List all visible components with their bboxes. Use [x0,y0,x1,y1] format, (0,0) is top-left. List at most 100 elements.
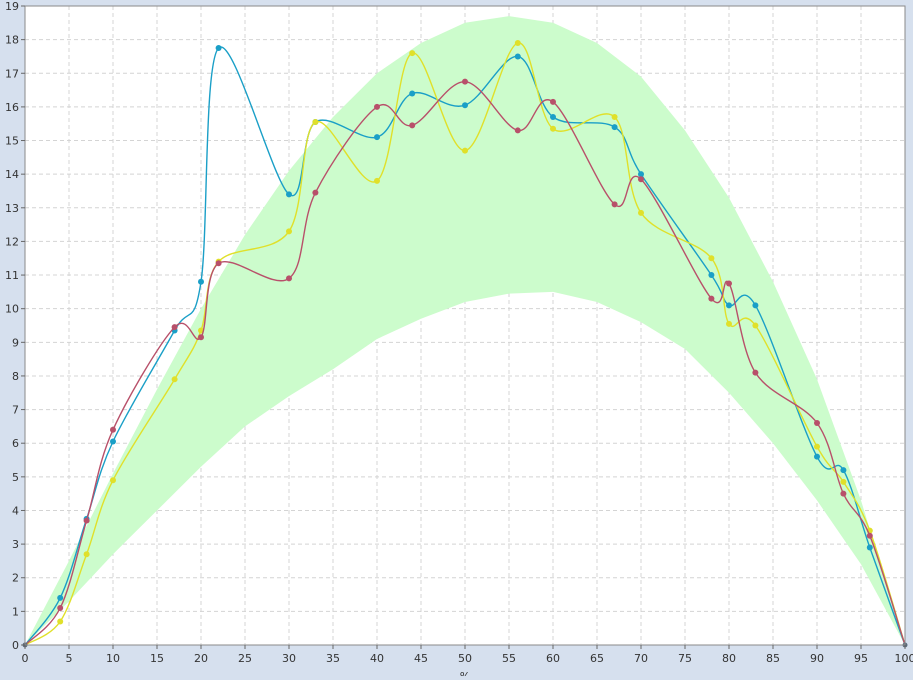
data-point [814,420,820,426]
y-tick-label: 8 [12,370,19,383]
data-point [840,491,846,497]
data-point [462,148,468,154]
data-point [726,321,732,327]
y-tick-label: 4 [12,504,19,517]
data-point [867,533,873,539]
data-point [708,296,714,302]
x-tick-label: 90 [810,652,824,665]
y-tick-label: 1 [12,605,19,618]
x-tick-label: 60 [546,652,560,665]
data-point [216,45,222,51]
y-tick-label: 19 [5,0,19,13]
data-point [550,126,556,132]
data-point [84,551,90,557]
x-tick-label: 30 [282,652,296,665]
x-axis-label: % [460,670,470,676]
y-tick-label: 13 [5,202,19,215]
y-tick-label: 5 [12,471,19,484]
data-point [110,477,116,483]
x-tick-label: 25 [238,652,252,665]
data-point [462,102,468,108]
y-tick-label: 12 [5,235,19,248]
data-point [638,210,644,216]
y-tick-label: 17 [5,67,19,80]
data-point [550,114,556,120]
data-point [172,324,178,330]
data-point [286,228,292,234]
data-point [840,479,846,485]
data-point [814,444,820,450]
x-tick-label: 50 [458,652,472,665]
data-point [409,90,415,96]
data-point [708,272,714,278]
data-point [198,334,204,340]
data-point [515,40,521,46]
data-point [172,376,178,382]
data-point [57,605,63,611]
y-tick-label: 9 [12,336,19,349]
data-point [84,518,90,524]
y-tick-label: 3 [12,538,19,551]
data-point [515,53,521,59]
data-point [409,50,415,56]
y-tick-label: 18 [5,34,19,47]
y-tick-label: 14 [5,168,19,181]
x-tick-label: 80 [722,652,736,665]
data-point [726,280,732,286]
data-point [726,302,732,308]
data-point [752,370,758,376]
x-tick-label: 5 [66,652,73,665]
x-tick-label: 45 [414,652,428,665]
y-tick-label: 2 [12,572,19,585]
data-point [312,190,318,196]
data-point [867,544,873,550]
data-point [110,427,116,433]
data-point [515,127,521,133]
x-tick-label: 55 [502,652,516,665]
y-tick-label: 11 [5,269,19,282]
x-tick-label: 10 [106,652,120,665]
x-tick-label: 20 [194,652,208,665]
x-tick-label: 100 [895,652,913,665]
data-point [198,279,204,285]
data-point [286,275,292,281]
y-tick-label: 0 [12,639,19,652]
data-point [638,176,644,182]
data-point [286,191,292,197]
y-tick-label: 7 [12,404,19,417]
data-point [550,99,556,105]
data-point [708,255,714,261]
x-tick-label: 95 [854,652,868,665]
y-tick-label: 6 [12,437,19,450]
y-tick-label: 16 [5,101,19,114]
data-point [374,134,380,140]
x-tick-label: 40 [370,652,384,665]
x-tick-label: 15 [150,652,164,665]
data-point [752,323,758,329]
data-point [57,618,63,624]
x-tick-label: 0 [22,652,29,665]
data-point [462,79,468,85]
data-point [612,124,618,130]
x-tick-label: 35 [326,652,340,665]
data-point [374,104,380,110]
data-point [752,302,758,308]
x-tick-label: 65 [590,652,604,665]
data-point [814,454,820,460]
data-point [612,114,618,120]
data-point [216,260,222,266]
data-point [409,122,415,128]
data-point [312,119,318,125]
data-point [57,595,63,601]
x-tick-label: 85 [766,652,780,665]
data-point [840,467,846,473]
x-tick-label: 70 [634,652,648,665]
y-tick-label: 10 [5,303,19,316]
data-point [110,439,116,445]
data-point [374,178,380,184]
x-tick-label: 75 [678,652,692,665]
data-point [612,201,618,207]
y-tick-label: 15 [5,135,19,148]
